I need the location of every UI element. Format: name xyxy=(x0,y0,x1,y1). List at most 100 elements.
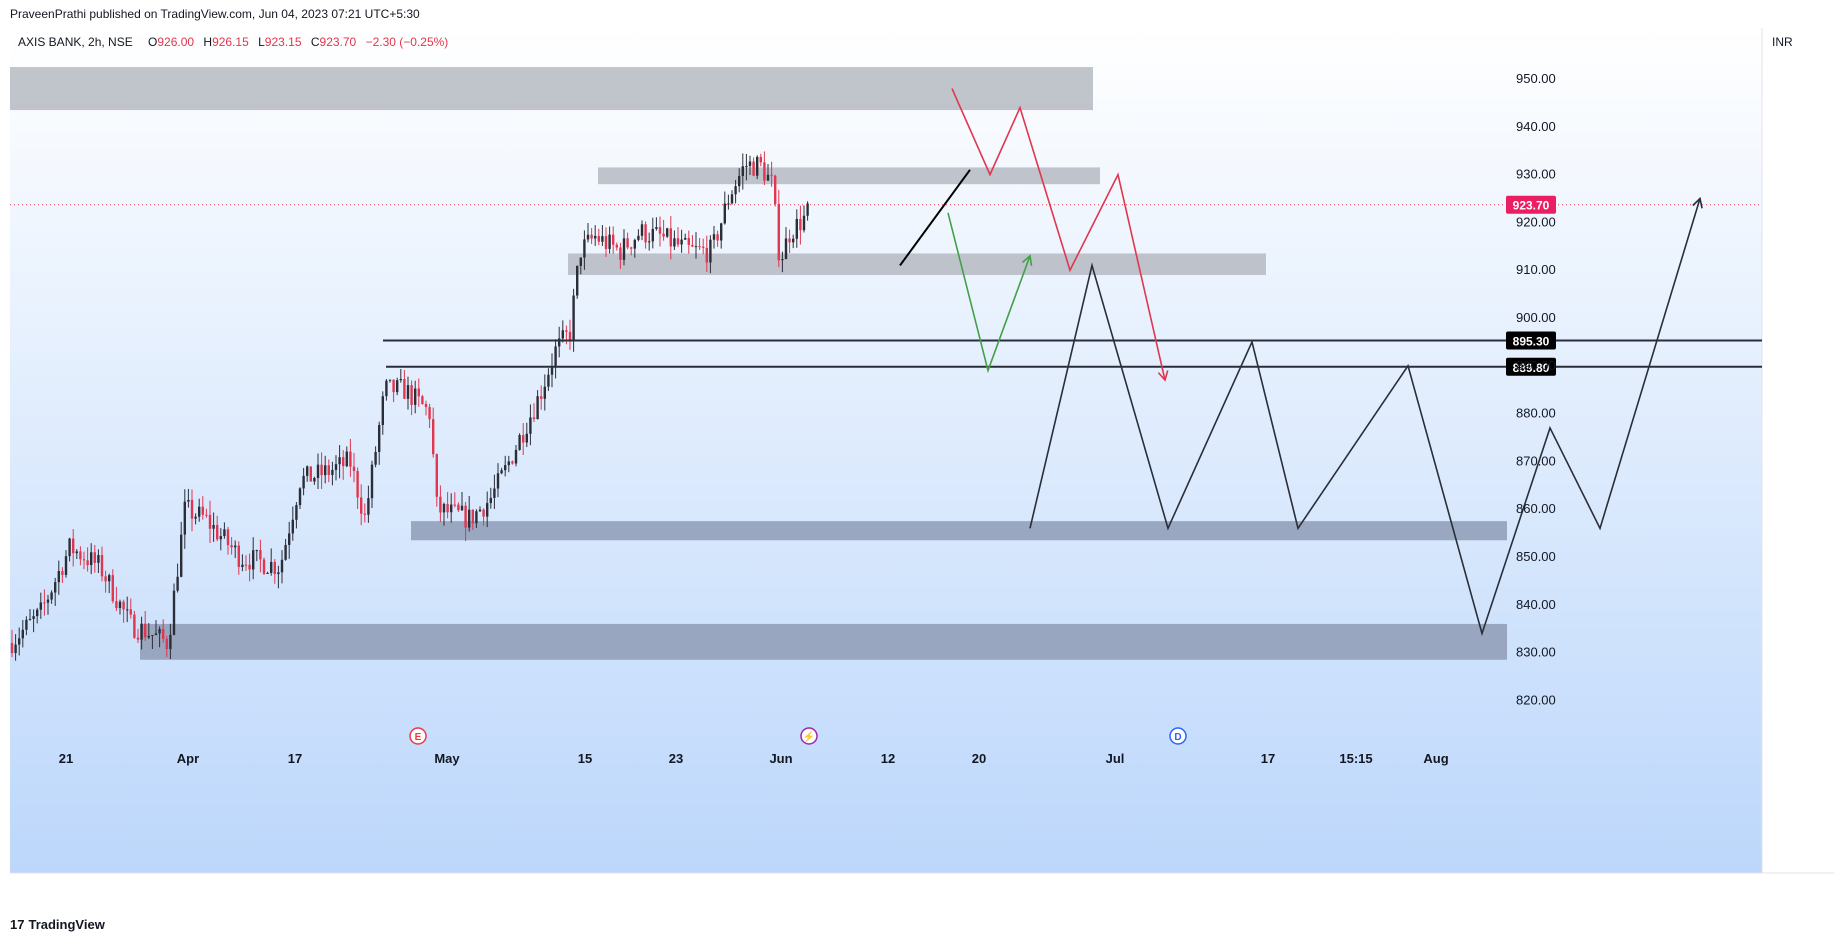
candle-body xyxy=(259,550,262,560)
candle-body xyxy=(306,466,309,476)
candle-body xyxy=(590,234,593,239)
candle-body xyxy=(550,365,554,375)
candle-body xyxy=(284,544,287,560)
legend-o-value: 926.00 xyxy=(157,35,194,49)
candle-body xyxy=(612,234,615,245)
zone-1 xyxy=(10,67,1093,111)
candle-body xyxy=(219,536,222,540)
candle-body xyxy=(579,257,582,266)
event-marker-earnings[interactable] xyxy=(409,727,427,745)
candle-body xyxy=(727,203,730,205)
candle-body xyxy=(630,247,633,249)
candle-body xyxy=(640,224,644,236)
candle-body xyxy=(144,623,147,638)
candle-body xyxy=(622,238,626,260)
candle-body xyxy=(471,509,474,524)
price-axis-background xyxy=(1762,28,1834,873)
candle-body xyxy=(507,461,510,466)
candle-body xyxy=(309,466,312,482)
candle-body xyxy=(428,407,431,420)
candle-body xyxy=(68,538,71,557)
candle-body xyxy=(79,551,82,560)
level-label: 895.30 xyxy=(1513,334,1550,348)
candle-body xyxy=(18,638,21,645)
y-tick-label: 820.00 xyxy=(1516,692,1556,707)
y-tick-label: 870.00 xyxy=(1516,453,1556,468)
candle-body xyxy=(680,239,683,245)
candle-body xyxy=(414,388,417,405)
candle-body xyxy=(784,238,788,260)
candle-body xyxy=(597,235,600,242)
candle-body xyxy=(676,238,680,245)
candle-body xyxy=(666,228,669,237)
candle-body xyxy=(442,503,446,513)
candle-body xyxy=(86,560,89,566)
zone-5 xyxy=(140,623,1507,660)
candle-body xyxy=(349,451,352,467)
projection-path-black xyxy=(1029,198,1701,637)
event-marker-dividend[interactable] xyxy=(1169,727,1187,745)
candle-body xyxy=(608,234,611,249)
y-tick-label: 850.00 xyxy=(1516,549,1556,564)
candle-body xyxy=(576,265,579,296)
candle-body xyxy=(172,590,176,635)
candle-body xyxy=(529,417,532,434)
publish-info: PraveenPrathi published on TradingView.c… xyxy=(10,7,420,21)
x-tick-label: 21 xyxy=(59,751,73,766)
candle-body xyxy=(694,246,698,248)
candle-body xyxy=(28,618,32,620)
candle-body xyxy=(316,464,320,478)
candle-body xyxy=(388,379,392,381)
candle-body xyxy=(230,545,233,548)
candle-body xyxy=(453,504,456,506)
candle-body xyxy=(54,582,57,593)
candle-body xyxy=(21,629,24,639)
legend-h-value: 926.15 xyxy=(212,35,249,49)
candle-body xyxy=(604,236,608,249)
candle-body xyxy=(75,551,78,554)
candle-body xyxy=(367,498,370,515)
candle-body xyxy=(691,244,694,247)
candle-body xyxy=(788,238,791,243)
candle-body xyxy=(489,497,492,504)
y-tick-label: 840.00 xyxy=(1516,597,1556,612)
event-marker-letter: E xyxy=(415,732,422,743)
price-chart[interactable]: 895.30 889.80 923.70 950.00 940.00 930.00 920… xyxy=(0,0,1834,909)
candle-body xyxy=(244,564,248,566)
candle-body xyxy=(313,477,316,482)
candle-body xyxy=(558,338,561,347)
candle-body xyxy=(183,501,186,535)
x-tick-label: Aug xyxy=(1423,751,1448,766)
candle-body xyxy=(802,215,806,231)
candle-body xyxy=(338,457,341,465)
candle-body xyxy=(432,419,435,455)
event-marker-split[interactable] xyxy=(800,727,818,745)
candle-body xyxy=(136,637,140,640)
x-tick-label: 17 xyxy=(1261,751,1275,766)
candle-body xyxy=(450,504,453,513)
candle-body xyxy=(435,454,438,497)
candle-body xyxy=(644,224,647,243)
candle-body xyxy=(262,559,266,574)
candle-body xyxy=(720,223,723,241)
candle-body xyxy=(684,238,687,240)
candle-body xyxy=(342,457,345,467)
candle-body xyxy=(334,464,338,470)
candle-body xyxy=(169,634,172,650)
candle-body xyxy=(460,505,464,511)
candle-body xyxy=(111,575,114,602)
candle-body xyxy=(273,561,276,575)
x-tick-label: 20 xyxy=(972,751,986,766)
candle-body xyxy=(147,635,150,638)
event-marker-letter: D xyxy=(1174,732,1181,743)
x-tick-label: 15 xyxy=(578,751,592,766)
candle-body xyxy=(118,601,122,609)
candle-body xyxy=(324,465,327,476)
candle-body xyxy=(723,203,726,224)
legend-ohlc: O926.00 H926.15 L923.15 C923.70 −2.30 (−… xyxy=(148,35,448,49)
tradingview-logo[interactable]: 17 TradingView xyxy=(10,917,105,932)
candle-body xyxy=(14,644,17,654)
level-badge xyxy=(1506,357,1556,376)
candle-body xyxy=(248,564,251,570)
candle-body xyxy=(532,417,536,420)
